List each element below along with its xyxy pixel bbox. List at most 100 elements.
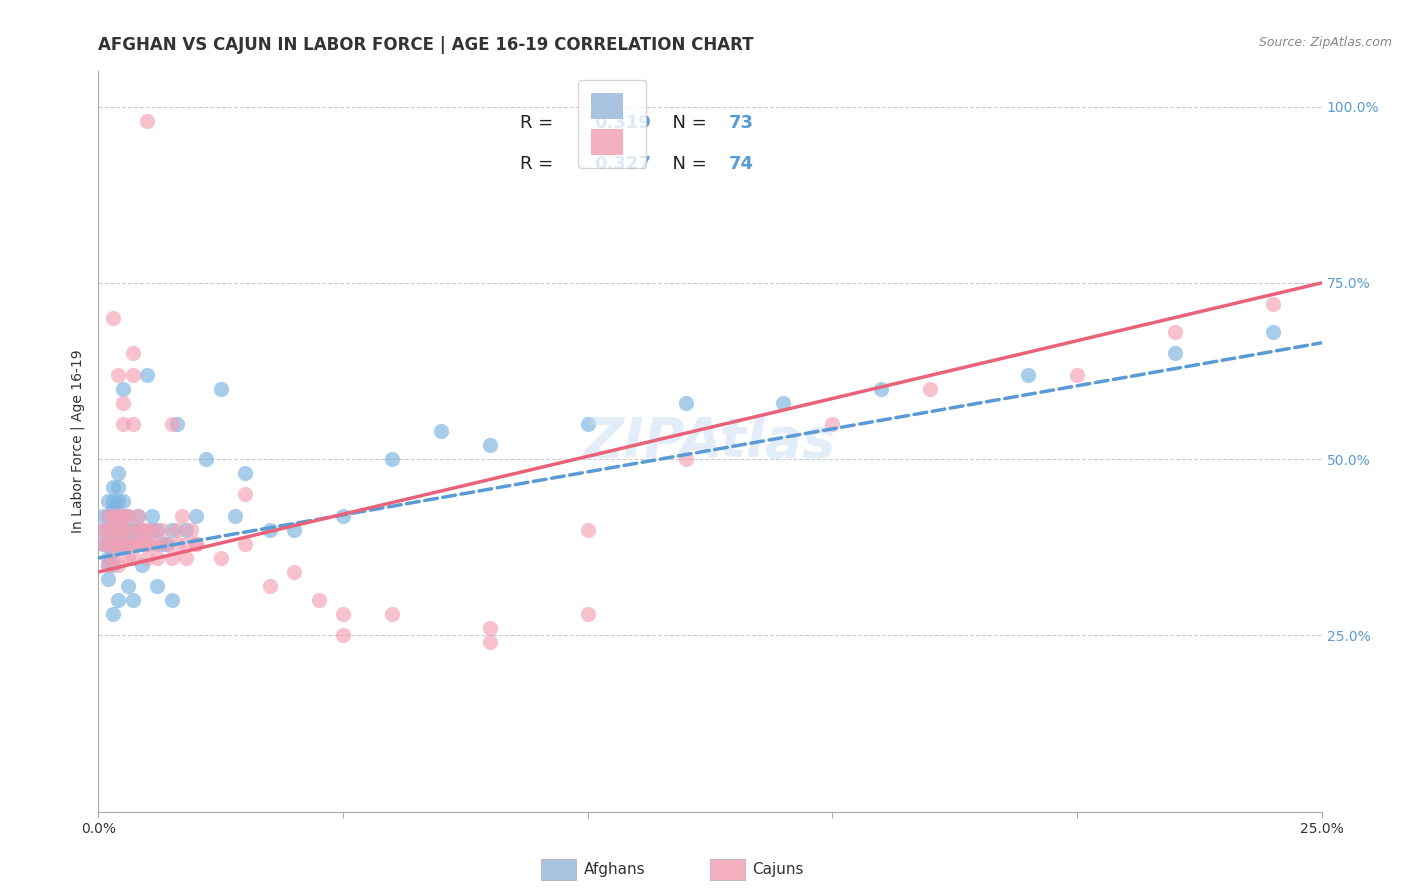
Point <box>111 417 134 431</box>
Point <box>107 523 129 537</box>
Point <box>97 537 120 551</box>
Text: 0.319: 0.319 <box>593 114 651 132</box>
Text: 74: 74 <box>728 155 754 173</box>
Point <box>111 523 134 537</box>
Point <box>186 537 208 551</box>
Point <box>478 635 501 649</box>
Point <box>121 523 143 537</box>
Point <box>107 467 129 481</box>
Point <box>430 424 453 438</box>
Point <box>381 607 404 622</box>
Point <box>101 537 124 551</box>
Point <box>675 396 697 410</box>
Point <box>136 537 159 551</box>
Text: R =: R = <box>520 155 560 173</box>
Point <box>478 438 501 452</box>
Point <box>111 523 134 537</box>
Point <box>117 523 139 537</box>
Point <box>160 523 183 537</box>
Point <box>91 537 114 551</box>
Point <box>121 593 143 607</box>
Point <box>772 396 794 410</box>
Point <box>131 523 153 537</box>
Point <box>121 537 143 551</box>
Point <box>131 523 153 537</box>
Point <box>97 508 120 523</box>
Point <box>111 537 134 551</box>
Point <box>111 396 134 410</box>
Text: Cajuns: Cajuns <box>752 863 804 877</box>
Point <box>101 523 124 537</box>
Point <box>209 382 232 396</box>
Point <box>141 523 163 537</box>
Point <box>97 550 120 565</box>
Point <box>101 523 124 537</box>
Point <box>136 537 159 551</box>
Y-axis label: In Labor Force | Age 16-19: In Labor Force | Age 16-19 <box>70 350 86 533</box>
Point <box>91 508 114 523</box>
Point <box>107 508 129 523</box>
Point <box>136 523 159 537</box>
Point <box>101 537 124 551</box>
Point <box>283 523 305 537</box>
Point <box>101 508 124 523</box>
Point <box>127 508 149 523</box>
Point <box>332 628 354 642</box>
Point <box>127 523 149 537</box>
Point <box>920 382 942 396</box>
Point <box>97 508 120 523</box>
Point <box>186 537 208 551</box>
Point <box>91 537 114 551</box>
Point <box>117 537 139 551</box>
Point <box>186 508 208 523</box>
Text: Afghans: Afghans <box>583 863 645 877</box>
Point <box>675 452 697 467</box>
Point <box>176 523 198 537</box>
Point <box>127 508 149 523</box>
Point <box>1066 368 1088 382</box>
Point <box>117 550 139 565</box>
Point <box>166 523 188 537</box>
Point <box>107 537 129 551</box>
Point <box>101 550 124 565</box>
Point <box>101 501 124 516</box>
Point <box>141 523 163 537</box>
Point <box>111 537 134 551</box>
Point <box>209 550 232 565</box>
Point <box>233 487 256 501</box>
Point <box>121 346 143 360</box>
Point <box>170 508 193 523</box>
Point <box>332 607 354 622</box>
Point <box>160 417 183 431</box>
Point <box>117 537 139 551</box>
Legend: , : , <box>578 80 647 168</box>
Point <box>576 523 599 537</box>
Point <box>283 565 305 579</box>
Point <box>160 550 183 565</box>
Point <box>97 537 120 551</box>
Point <box>136 550 159 565</box>
Point <box>141 537 163 551</box>
Point <box>870 382 893 396</box>
Point <box>107 368 129 382</box>
Point <box>233 537 256 551</box>
Text: N =: N = <box>661 155 713 173</box>
Point <box>141 508 163 523</box>
Point <box>224 508 246 523</box>
Point <box>131 558 153 572</box>
Point <box>111 494 134 508</box>
Point <box>176 550 198 565</box>
Point <box>821 417 844 431</box>
Point <box>131 537 153 551</box>
Point <box>150 537 173 551</box>
Point <box>101 558 124 572</box>
Text: ZIPAtlas: ZIPAtlas <box>583 415 837 468</box>
Point <box>111 382 134 396</box>
Point <box>156 537 179 551</box>
Point <box>91 523 114 537</box>
Point <box>97 494 120 508</box>
Point <box>107 508 129 523</box>
Text: AFGHAN VS CAJUN IN LABOR FORCE | AGE 16-19 CORRELATION CHART: AFGHAN VS CAJUN IN LABOR FORCE | AGE 16-… <box>98 36 754 54</box>
Point <box>97 523 120 537</box>
Point <box>146 537 169 551</box>
